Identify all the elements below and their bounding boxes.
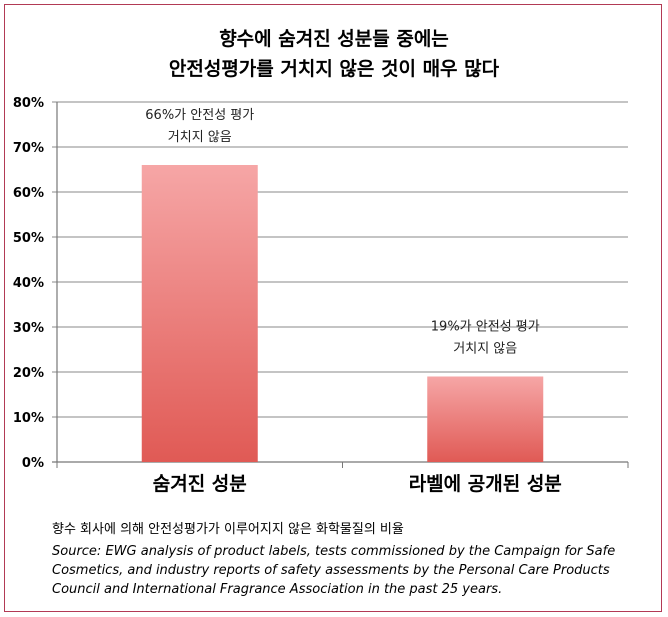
bar [427,376,544,462]
x-category-label: 라벨에 공개된 성분 [409,473,562,495]
bar-annotation-line: 66%가 안전성 평가 [145,108,254,123]
y-tick-label: 30% [13,321,44,336]
y-tick-label: 40% [13,276,44,291]
y-tick-label: 0% [22,456,44,471]
bars [141,165,544,462]
y-tick-label: 20% [13,366,44,381]
chart-caption: 향수 회사에 의해 안전성평가가 이루어지지 않은 화학물질의 비율 [52,522,404,537]
x-axis-labels: 숨겨진 성분 라벨에 공개된 성분 [153,473,562,495]
chart-title-line-1: 향수에 숨겨진 성분들 중에는 [219,28,449,50]
source-note: Source: EWG analysis of product labels, … [52,544,616,597]
y-tick-label: 10% [13,411,44,426]
y-axis-ticks: 0% 10% 20% 30% 40% 50% 60% 70% 80% [13,96,44,471]
y-tick-label: 50% [13,231,44,246]
chart-title: 향수에 숨겨진 성분들 중에는 안전성평가를 거치지 않은 것이 매우 많다 [0,24,668,84]
bar-annotation-line: 거치지 않음 [168,130,232,145]
y-tick-label: 70% [13,141,44,156]
y-tick-label: 60% [13,186,44,201]
chart-frame [4,4,662,612]
bar-annotation-line: 19%가 안전성 평가 [431,320,540,335]
bar-annotation-line: 거치지 않음 [453,342,517,357]
bar-chart: 0% 10% 20% 30% 40% 50% 60% 70% 80% 숨겨진 성분 라벨에 공개된… [13,96,629,495]
x-category-label: 숨겨진 성분 [153,473,247,495]
chart-title-line-2: 안전성평가를 거치지 않은 것이 매우 많다 [168,58,500,80]
bar [141,165,258,462]
y-tick-label: 80% [13,96,44,111]
